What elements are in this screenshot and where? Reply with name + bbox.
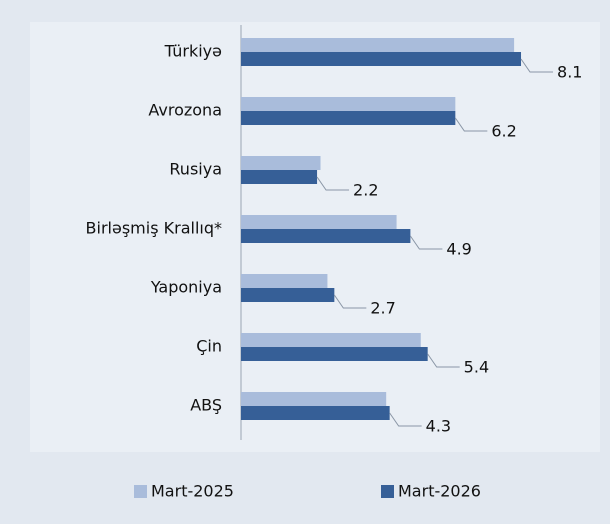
bar <box>241 52 522 66</box>
bar <box>241 392 387 406</box>
bar <box>241 274 328 288</box>
legend-swatch <box>381 485 394 498</box>
legend-label: Mart-2026 <box>398 482 481 501</box>
leader-line <box>520 58 554 73</box>
leader-line <box>409 235 443 250</box>
bar <box>241 288 335 302</box>
leader-line <box>427 353 460 368</box>
leader-line <box>454 117 488 132</box>
bar <box>241 406 390 420</box>
leader-line <box>333 294 367 309</box>
bar <box>241 111 456 125</box>
y-tick-label: Birləşmiş Krallıq* <box>86 219 222 238</box>
y-tick-label: Türkiyə <box>164 42 222 61</box>
data-label: 4.3 <box>426 417 451 436</box>
data-label: 6.2 <box>491 122 516 141</box>
data-label: 2.7 <box>370 299 395 318</box>
bar <box>241 38 515 52</box>
bar <box>241 156 321 170</box>
y-tick-label: Rusiya <box>169 160 222 179</box>
data-label: 2.2 <box>353 181 378 200</box>
y-tick-label: Avrozona <box>148 101 222 120</box>
legend-label: Mart-2025 <box>151 482 234 501</box>
data-label: 4.9 <box>446 240 471 259</box>
leader-line <box>389 412 422 427</box>
bar <box>241 170 318 184</box>
y-tick-label: Çin <box>196 337 222 356</box>
bar <box>241 347 428 361</box>
y-tick-label: Yaponiya <box>150 278 222 297</box>
data-label: 8.1 <box>557 63 582 82</box>
bar <box>241 229 411 243</box>
leader-line <box>316 176 350 191</box>
bar <box>241 215 397 229</box>
bar <box>241 333 421 347</box>
y-tick-label: ABŞ <box>190 396 222 415</box>
data-label: 5.4 <box>464 358 489 377</box>
bar <box>241 97 456 111</box>
legend-swatch <box>134 485 147 498</box>
